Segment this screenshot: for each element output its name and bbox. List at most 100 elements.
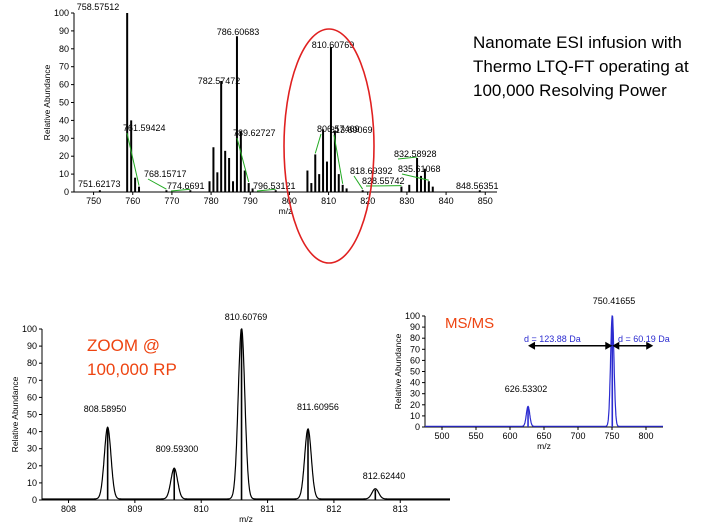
- peak-label: 774.6691: [167, 181, 205, 191]
- y-tick-label: 10: [410, 411, 420, 421]
- x-tick-label: 812: [326, 504, 341, 514]
- y-tick-label: 0: [64, 187, 69, 197]
- y-tick-label: 10: [27, 478, 37, 488]
- y-tick-label: 100: [54, 8, 69, 18]
- x-tick-label: 808: [61, 504, 76, 514]
- y-tick-label: 80: [27, 358, 37, 368]
- peak-label: 796.53121: [253, 181, 296, 191]
- peak-label: 811.60956: [297, 402, 339, 412]
- x-tick-label: 810: [321, 196, 336, 206]
- y-tick-label: 50: [59, 98, 69, 108]
- peak-label: 835.61068: [398, 164, 441, 174]
- peak-label: 813.69069: [330, 125, 373, 135]
- label-leader-line: [353, 175, 364, 190]
- y-tick-label: 90: [410, 322, 420, 332]
- y-tick-label: 0: [32, 495, 37, 505]
- x-tick-label: 800: [638, 431, 653, 441]
- x-tick-label: 830: [399, 196, 414, 206]
- peak-label: 782.57472: [198, 76, 241, 86]
- peak-label: 810.60769: [312, 40, 355, 50]
- peak-label: 761.59424: [123, 123, 166, 133]
- x-tick-label: 820: [360, 196, 375, 206]
- y-axis-label: Relative Abundance: [42, 64, 52, 140]
- y-tick-label: 20: [59, 151, 69, 161]
- y-tick-label: 10: [59, 169, 69, 179]
- peak-label: 806.57469: [317, 124, 360, 134]
- peak-label: 786.60683: [217, 27, 260, 37]
- label-leader-line: [397, 156, 418, 160]
- label-leader-line: [147, 178, 167, 190]
- label-leader-line: [126, 132, 140, 186]
- y-tick-label: 20: [27, 461, 37, 471]
- caption-line-1: Nanomate ESI infusion with: [473, 33, 682, 52]
- y-tick-label: 30: [410, 389, 420, 399]
- zoom-profile-trace: [42, 328, 450, 500]
- peak-label: 848.56351: [456, 181, 499, 191]
- x-tick-label: 790: [243, 196, 258, 206]
- zoom-spectrum-chart: 808 809 810 811 812 8130102030405060708090100…: [10, 312, 450, 524]
- figure-caption: Nanomate ESI infusion with Thermo LTQ-FT…: [473, 31, 689, 103]
- y-tick-label: 60: [59, 80, 69, 90]
- arrow-head-right: [605, 341, 613, 350]
- y-tick-label: 30: [59, 133, 69, 143]
- peak-label: 768.15717: [144, 169, 187, 179]
- y-tick-label: 100: [405, 311, 420, 321]
- y-tick-label: 60: [410, 355, 420, 365]
- y-tick-label: 0: [415, 422, 420, 432]
- msms-annotation: MS/MS: [445, 315, 494, 332]
- x-tick-label: 811: [260, 504, 274, 514]
- difference-label: d = 123.88 Da: [524, 334, 581, 344]
- arrow-head-right: [646, 341, 654, 350]
- peak-label: 809.59300: [156, 444, 199, 454]
- peak-label: 808.58950: [84, 404, 127, 414]
- y-tick-label: 70: [27, 375, 37, 385]
- caption-line-2: Thermo LTQ-FT operating at: [473, 57, 689, 76]
- x-axis-label: m/z: [239, 514, 253, 524]
- x-tick-label: 650: [536, 431, 551, 441]
- x-tick-label: 760: [125, 196, 140, 206]
- zoom-annotation-line-2: 100,000 RP: [87, 360, 177, 379]
- y-tick-label: 80: [59, 44, 69, 54]
- peak-label: 789.62727: [233, 128, 276, 138]
- y-tick-label: 70: [410, 344, 420, 354]
- peak-label: 758.57512: [77, 2, 120, 12]
- zoom-annotation-line-1: ZOOM @: [87, 336, 160, 355]
- x-tick-label: 840: [439, 196, 454, 206]
- highlight-ellipse: [283, 28, 375, 264]
- peak-label: 832.58928: [394, 149, 437, 159]
- label-leader-line: [256, 188, 276, 192]
- peak-label: 751.62173: [78, 179, 121, 189]
- y-tick-label: 80: [410, 333, 420, 343]
- x-tick-label: 750: [86, 196, 101, 206]
- y-tick-label: 50: [410, 367, 420, 377]
- arrow-head-left: [612, 341, 620, 350]
- peak-label: 810.60769: [225, 312, 268, 322]
- y-tick-label: 50: [27, 410, 37, 420]
- peak-label: 812.62440: [363, 471, 406, 481]
- y-tick-label: 70: [59, 62, 69, 72]
- x-tick-label: 770: [164, 196, 179, 206]
- x-tick-label: 810: [194, 504, 209, 514]
- y-tick-label: 90: [59, 26, 69, 36]
- x-tick-label: 700: [570, 431, 585, 441]
- x-tick-label: 809: [127, 504, 142, 514]
- y-tick-label: 30: [27, 444, 37, 454]
- label-leader-line: [170, 188, 191, 192]
- label-leader-line: [314, 133, 322, 154]
- y-axis-label: Relative Abundance: [393, 333, 403, 409]
- peak-label: 626.53302: [505, 384, 548, 394]
- label-leader-line: [333, 134, 344, 184]
- x-tick-label: 550: [468, 431, 483, 441]
- y-tick-label: 90: [27, 341, 37, 351]
- x-tick-label: 780: [204, 196, 219, 206]
- x-tick-label: 600: [502, 431, 517, 441]
- peak-label: 750.41655: [593, 296, 636, 306]
- x-tick-label: 813: [393, 504, 408, 514]
- y-tick-label: 100: [22, 324, 37, 334]
- peak-label: 828.55742: [362, 176, 405, 186]
- full-spectrum-chart: 750 760 770 780 790 800 810 820 830 840 8500102030…: [42, 2, 499, 264]
- y-tick-label: 60: [27, 392, 37, 402]
- label-leader-line: [236, 137, 250, 183]
